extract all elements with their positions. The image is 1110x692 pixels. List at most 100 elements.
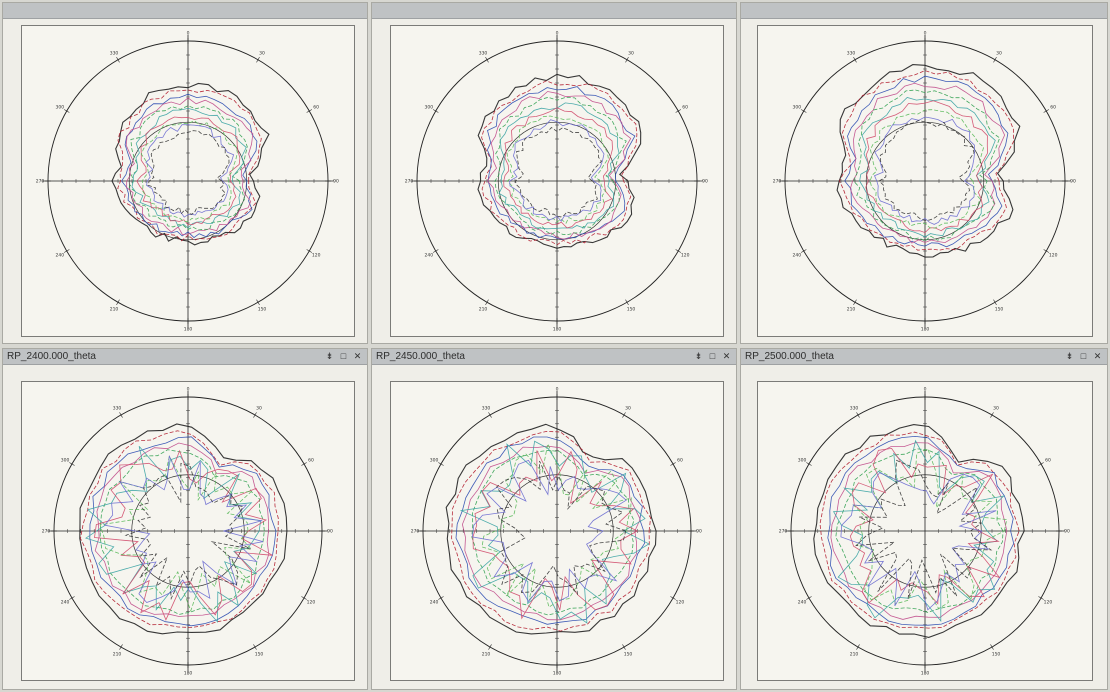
angle-label: 60 <box>677 458 683 464</box>
pattern-trace <box>111 82 270 246</box>
angle-label: 300 <box>61 458 70 464</box>
angle-label: 60 <box>308 458 314 464</box>
angle-label: 60 <box>1050 105 1056 111</box>
angle-label: 30 <box>256 406 262 412</box>
polar-plot: 0 30 60 90 120 150 180 210 240 270 300 330 <box>411 387 702 677</box>
angle-label: 150 <box>624 651 633 657</box>
angle-label: 150 <box>627 307 636 313</box>
polar-plot-frame: 0 30 60 90 120 150 180 210 240 270 300 330 <box>390 381 724 681</box>
pattern-trace <box>503 107 613 229</box>
pattern-trace <box>89 436 277 627</box>
angle-label: 180 <box>553 671 562 677</box>
angle-label: 330 <box>847 50 856 56</box>
angle-label: 0 <box>556 387 559 393</box>
angle-label: 180 <box>553 327 562 333</box>
plot-panel: 0 30 60 90 120 150 180 210 240 270 300 330 <box>2 2 368 344</box>
pattern-trace <box>832 439 1005 623</box>
pattern-trace <box>840 472 997 611</box>
pattern-trace <box>121 93 258 239</box>
polar-plot: 0 30 60 90 120 150 180 210 240 270 300 330 <box>405 31 708 333</box>
angle-label: 210 <box>850 651 859 657</box>
pin-icon[interactable]: ⇟ <box>1065 351 1074 361</box>
maximize-icon[interactable]: □ <box>340 351 347 361</box>
angle-label: 90 <box>1064 529 1070 535</box>
panel-titlebar[interactable]: RP_2500.000_theta ⇟ □ ✕ <box>741 349 1107 365</box>
angle-label: 90 <box>327 529 333 535</box>
angle-label: 120 <box>681 253 690 259</box>
angle-label: 0 <box>924 31 927 37</box>
pin-icon[interactable]: ⇟ <box>694 351 703 361</box>
pattern-trace <box>494 96 627 235</box>
angle-label: 120 <box>676 600 685 606</box>
pattern-trace <box>509 119 605 222</box>
angle-label: 240 <box>425 253 434 259</box>
pin-icon[interactable]: ⇟ <box>325 351 334 361</box>
angle-label: 270 <box>405 179 414 185</box>
pattern-trace <box>472 450 638 620</box>
polar-plot-frame: 0 30 60 90 120 150 180 210 240 270 300 330 <box>390 25 724 337</box>
pattern-trace <box>865 100 988 234</box>
angle-label: 270 <box>773 179 782 185</box>
close-icon[interactable]: ✕ <box>722 351 731 361</box>
pattern-trace <box>125 97 254 236</box>
pattern-trace <box>506 115 609 224</box>
angle-label: 330 <box>482 406 491 412</box>
angle-label: 180 <box>184 327 193 333</box>
pattern-trace <box>481 442 632 608</box>
pattern-trace <box>859 97 996 238</box>
pattern-trace <box>839 70 1015 251</box>
pattern-trace <box>461 445 641 621</box>
angle-label: 120 <box>312 253 321 259</box>
pattern-trace <box>830 442 1008 620</box>
pattern-trace <box>471 449 635 616</box>
polar-plot-frame: 0 30 60 90 120 150 180 210 240 270 300 330 <box>757 25 1093 337</box>
close-icon[interactable]: ✕ <box>353 351 362 361</box>
angle-label: 240 <box>61 600 70 606</box>
maximize-icon[interactable]: □ <box>1080 351 1087 361</box>
pattern-trace <box>869 109 985 229</box>
angle-label: 180 <box>921 671 930 677</box>
angle-label: 150 <box>995 307 1004 313</box>
polar-plot-frame: 0 30 60 90 120 150 180 210 240 270 300 330 <box>21 381 355 681</box>
pattern-trace <box>487 91 632 240</box>
panel-titlebar[interactable] <box>3 3 367 19</box>
panel-title: RP_2450.000_theta <box>376 351 465 362</box>
panel-titlebar[interactable] <box>372 3 736 19</box>
pattern-trace <box>80 430 279 628</box>
polar-plot: 0 30 60 90 120 150 180 210 240 270 300 330 <box>42 387 333 677</box>
plot-panel: 0 30 60 90 120 150 180 210 240 270 300 330 <box>371 2 737 344</box>
panel-title: RP_2400.000_theta <box>7 351 96 362</box>
angle-label: 330 <box>113 406 122 412</box>
polar-plot: 0 30 60 90 120 150 180 210 240 270 300 330 <box>773 31 1076 333</box>
angle-label: 330 <box>479 50 488 56</box>
panel-titlebar[interactable] <box>741 3 1107 19</box>
pattern-trace <box>445 423 657 635</box>
pattern-trace <box>104 455 264 603</box>
plot-panel: 0 30 60 90 120 150 180 210 240 270 300 330 <box>740 2 1108 344</box>
angle-label: 270 <box>779 529 788 535</box>
angle-label: 150 <box>992 651 1001 657</box>
pattern-trace <box>99 455 254 612</box>
pattern-trace <box>827 435 1015 626</box>
close-icon[interactable]: ✕ <box>1093 351 1102 361</box>
pattern-trace <box>477 73 642 249</box>
pattern-trace <box>140 120 238 223</box>
angle-label: 300 <box>793 105 802 111</box>
pattern-trace <box>471 459 627 603</box>
angle-label: 90 <box>696 529 702 535</box>
pattern-trace <box>849 82 1006 244</box>
panel-titlebar[interactable]: RP_2400.000_theta ⇟ □ ✕ <box>3 349 367 365</box>
angle-label: 240 <box>798 600 807 606</box>
angle-label: 30 <box>628 50 634 56</box>
panel-titlebar[interactable]: RP_2450.000_theta ⇟ □ ✕ <box>372 349 736 365</box>
polar-plot-frame: 0 30 60 90 120 150 180 210 240 270 300 330 <box>21 25 355 337</box>
angle-label: 210 <box>479 307 488 313</box>
angle-label: 60 <box>682 105 688 111</box>
pattern-trace <box>496 460 627 596</box>
angle-label: 30 <box>993 406 999 412</box>
pattern-trace <box>124 462 251 601</box>
angle-label: 90 <box>1070 179 1076 185</box>
pattern-trace <box>835 448 1004 613</box>
maximize-icon[interactable]: □ <box>709 351 716 361</box>
